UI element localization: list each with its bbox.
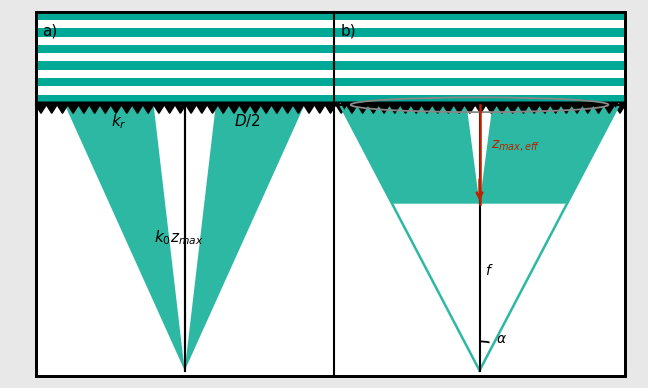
Text: b): b) xyxy=(340,23,356,38)
Polygon shape xyxy=(467,105,492,204)
Text: $k_0 z_{max}$: $k_0 z_{max}$ xyxy=(154,228,203,247)
Bar xyxy=(334,45,625,53)
Text: a): a) xyxy=(42,23,58,38)
Bar xyxy=(334,12,625,20)
Bar xyxy=(334,28,625,36)
Text: $D/2$: $D/2$ xyxy=(234,112,260,129)
Bar xyxy=(36,78,334,86)
Bar xyxy=(36,28,334,36)
Polygon shape xyxy=(154,105,216,371)
Polygon shape xyxy=(36,102,625,113)
Text: $\alpha$: $\alpha$ xyxy=(496,333,507,346)
Polygon shape xyxy=(65,105,305,371)
Bar xyxy=(334,78,625,86)
Bar xyxy=(36,61,334,70)
Bar xyxy=(36,12,334,20)
Bar xyxy=(334,61,625,70)
Bar xyxy=(334,95,625,103)
Bar xyxy=(36,95,334,103)
Text: $f$: $f$ xyxy=(485,263,493,279)
Text: $z_{max,eff}$: $z_{max,eff}$ xyxy=(491,139,540,154)
Polygon shape xyxy=(340,105,619,371)
Polygon shape xyxy=(437,105,522,204)
Bar xyxy=(36,45,334,53)
Text: $k_r$: $k_r$ xyxy=(111,112,126,131)
Polygon shape xyxy=(392,204,567,371)
